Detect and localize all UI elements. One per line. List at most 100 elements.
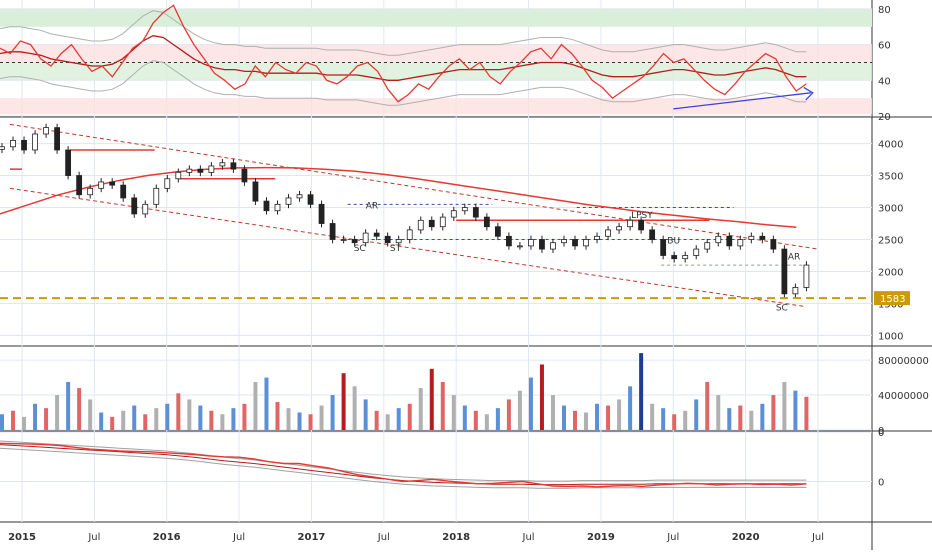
volume-bar (33, 403, 38, 430)
candle-body (561, 239, 567, 244)
candle-body (528, 239, 534, 247)
rsi-overbought-band (0, 8, 872, 27)
candle-body (54, 127, 60, 151)
volume-bar (176, 393, 181, 430)
candle-body (505, 235, 512, 247)
candle-body (318, 203, 325, 224)
divergence-arrow-head (803, 86, 814, 101)
price-y-tick-label: 3000 (878, 204, 903, 215)
x-tick-label: 2020 (732, 532, 760, 543)
volume-bar (550, 395, 555, 430)
volume-bar (385, 414, 390, 430)
price-y-tick-label: 3500 (878, 172, 903, 183)
volume-bar (22, 416, 27, 430)
candle-body (241, 168, 248, 183)
volume-bar (330, 395, 335, 430)
candle-body (428, 219, 435, 228)
x-tick-label: Jul (232, 532, 245, 543)
candle-body (539, 239, 545, 250)
volume-bar (121, 410, 126, 430)
volume-bar (275, 402, 280, 430)
wyckoff-label: BU (667, 236, 680, 246)
volume-bar (286, 408, 291, 430)
candle-body (219, 162, 226, 167)
candle-body (792, 287, 799, 295)
volume-bar (650, 403, 655, 430)
volume-bar (506, 399, 511, 430)
volume-bar (132, 405, 137, 430)
volume-bar (793, 390, 798, 430)
rs-upper-band (0, 440, 807, 482)
candle-body (704, 242, 711, 250)
rsi-lower-envelope (0, 60, 807, 106)
volume-bar (264, 377, 269, 430)
candle-body (583, 239, 589, 247)
volume-bar (429, 368, 434, 430)
volume-bar (363, 399, 368, 430)
candle-body (340, 239, 347, 241)
volume-bar (143, 414, 148, 430)
volume-bar (319, 405, 324, 430)
candle-body (87, 187, 94, 196)
wyckoff-label: SC (354, 244, 366, 254)
volume-bar (705, 381, 710, 430)
x-tick-label: Jul (666, 532, 679, 543)
volume-bar (0, 414, 4, 430)
volume-bar (99, 412, 104, 430)
volume-bar (683, 410, 688, 430)
candle-body (186, 168, 193, 173)
volume-bar (231, 408, 236, 430)
candle-body (21, 139, 27, 151)
volume-bar (727, 408, 732, 430)
volume-bar (661, 408, 666, 430)
volume-bar (473, 410, 478, 430)
rsi-upper-red-band (0, 44, 872, 63)
volume-bar (297, 412, 302, 430)
volume-bar (253, 381, 258, 430)
price-y-tick-label: 2500 (878, 235, 903, 246)
candle-body (329, 223, 336, 240)
candle-body (671, 255, 678, 260)
candle-body (373, 232, 380, 237)
candle-body (627, 219, 634, 228)
volume-bar (44, 408, 49, 430)
volume-bar (628, 386, 633, 430)
volume-bar (539, 364, 544, 430)
x-tick-label: 2017 (298, 532, 326, 543)
last-price-label: 1583 (880, 294, 905, 305)
divergence-arrow-line (673, 92, 811, 110)
volume-bar (639, 353, 644, 430)
volume-bar (88, 399, 93, 430)
candle-body (197, 168, 204, 173)
wyckoff-label: AR (366, 201, 378, 211)
wyckoff-label: LPSY (631, 211, 653, 221)
volume-bar (528, 377, 533, 430)
volume-bar (451, 395, 456, 430)
volume-bar (341, 373, 346, 430)
candle-body (803, 264, 810, 288)
candle-body (252, 181, 259, 202)
candle-body (109, 181, 116, 186)
volume-bar (55, 395, 60, 430)
candle-body (439, 216, 446, 228)
rsi-mid-green-band (0, 62, 872, 81)
rs-lower-band (0, 447, 807, 489)
wyckoff-label: ST (390, 244, 402, 254)
rsi-upper-envelope (0, 10, 807, 56)
price-ma-line (0, 166, 797, 229)
volume-bar (187, 399, 192, 430)
rs-line (0, 442, 807, 488)
volume-bar (771, 395, 776, 430)
volume-bar (165, 403, 170, 430)
candle-body (649, 229, 656, 240)
volume-bar (749, 410, 754, 430)
candle-body (759, 235, 766, 240)
volume-bar (440, 381, 445, 430)
volume-bar (462, 405, 467, 430)
x-tick-label: Jul (811, 532, 824, 543)
rsi-y-tick-label: 40 (878, 76, 891, 87)
candle-body (472, 207, 479, 218)
candle-body (417, 219, 424, 231)
